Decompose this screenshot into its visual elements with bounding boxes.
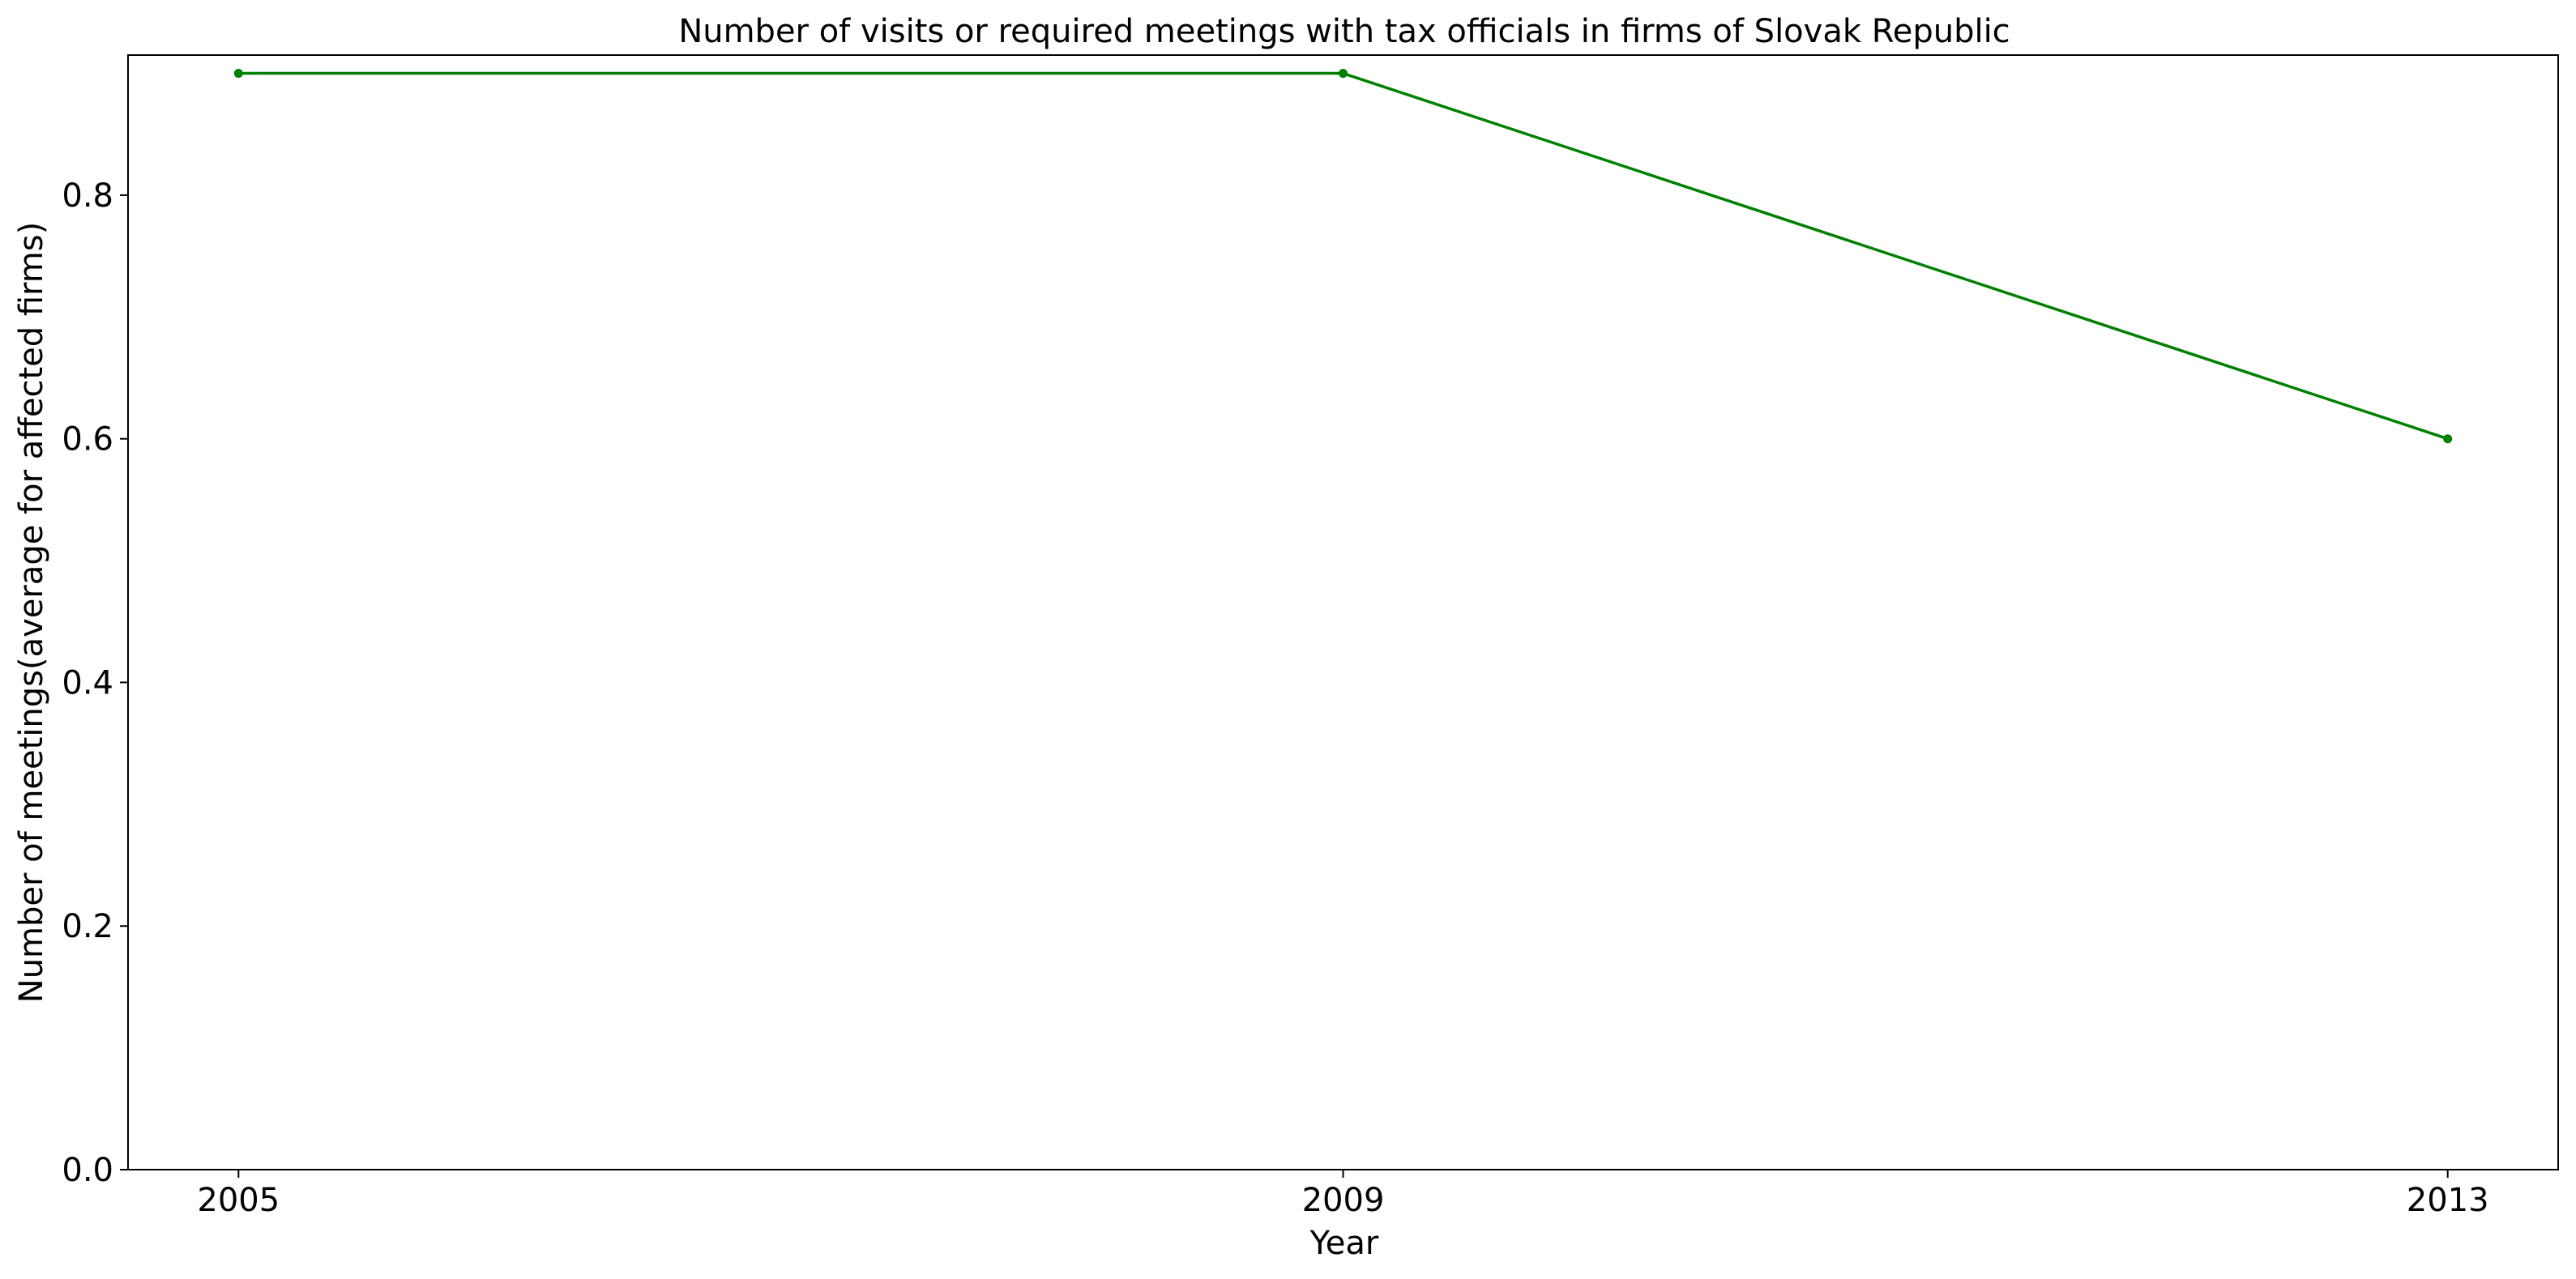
chart-title: Number of visits or required meetings wi…: [678, 13, 2010, 50]
data-point: [1339, 69, 1348, 79]
y-tick-label: 0.8: [62, 177, 113, 215]
plot-area: 2005 2009 2013 0.0 0.2 0.4 0.6 0.8: [62, 54, 2559, 1219]
y-tick-label: 0.2: [62, 908, 113, 945]
series-layer: [233, 69, 2453, 444]
y-axis: 0.0 0.2 0.4 0.6 0.8: [62, 177, 128, 1189]
y-tick-label: 0.6: [62, 421, 113, 458]
y-axis-label: Number of meetings(average for affected …: [13, 222, 50, 1003]
x-tick-label: 2009: [1302, 1182, 1385, 1219]
x-axis-label: Year: [1309, 1225, 1379, 1262]
x-tick-label: 2005: [197, 1182, 280, 1219]
y-tick-label: 0.0: [62, 1152, 113, 1189]
y-tick-label: 0.4: [62, 664, 113, 701]
x-axis: 2005 2009 2013: [197, 1170, 2489, 1219]
x-tick-label: 2013: [2407, 1182, 2489, 1219]
data-point: [2443, 434, 2453, 444]
data-point: [233, 69, 243, 79]
